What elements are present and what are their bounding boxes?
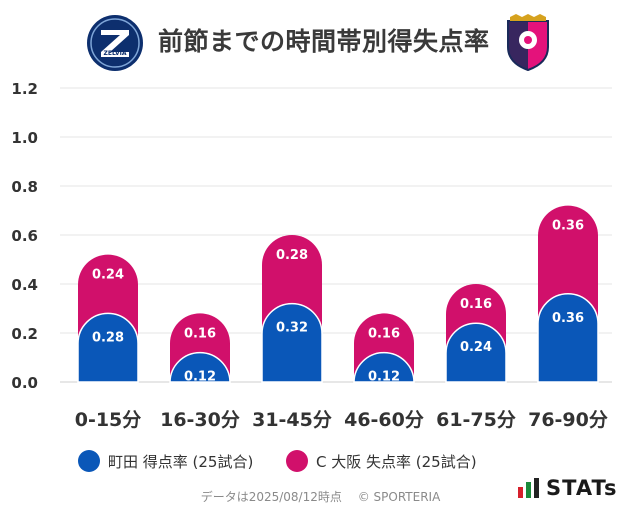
- footer: データは2025/08/12時点 © SPORTERIA: [0, 488, 641, 505]
- data-label-scored: 0.28: [92, 330, 124, 345]
- legend-swatch-blue: [78, 450, 100, 472]
- y-tick-label: 0.4: [11, 276, 38, 294]
- x-category-label: 61-75分: [436, 409, 516, 431]
- copyright: © SPORTERIA: [357, 490, 441, 504]
- stats-logo: STATs: [518, 476, 636, 500]
- legend-label-machida: 町田 得点率 (25試合): [108, 453, 254, 471]
- y-tick-label: 0.8: [11, 178, 38, 196]
- data-label-conceded: 0.24: [92, 268, 124, 283]
- bar-scored: [445, 322, 507, 383]
- data-label-conceded: 0.16: [368, 326, 400, 341]
- x-category-label: 46-60分: [344, 409, 424, 431]
- data-label-scored: 0.12: [368, 370, 400, 385]
- header: ZELVIA 前節までの時間帯別得失点率: [0, 0, 641, 80]
- zelvia-logo-icon: ZELVIA: [87, 15, 143, 71]
- legend-swatch-magenta: [286, 450, 308, 472]
- y-tick-label: 0.6: [11, 227, 38, 245]
- data-label-scored: 0.32: [276, 321, 308, 336]
- data-label-scored: 0.12: [184, 370, 216, 385]
- y-tick-label: 1.0: [11, 129, 38, 147]
- bar-scored: [537, 293, 599, 383]
- bar-scored: [77, 312, 139, 383]
- data-label-scored: 0.24: [460, 340, 492, 355]
- page-title: 前節までの時間帯別得失点率: [158, 27, 490, 56]
- data-label-conceded: 0.16: [460, 297, 492, 312]
- bar-scored: [353, 351, 415, 383]
- x-category-label: 76-90分: [528, 409, 608, 431]
- data-label-scored: 0.36: [552, 311, 584, 326]
- y-tick-label: 0.2: [11, 325, 38, 343]
- bar-chart: 0.0 0.2 0.4 0.6 0.8 1.0 1.2 0.28 0.24 0-15分 0.12 0.…: [11, 80, 612, 431]
- data-label-conceded: 0.28: [276, 248, 308, 263]
- bar-scored: [261, 302, 323, 383]
- y-tick-label: 1.2: [11, 80, 38, 98]
- cerezo-logo-icon: [507, 14, 549, 72]
- x-category-label: 0-15分: [75, 409, 142, 431]
- x-category-label: 16-30分: [160, 409, 240, 431]
- y-tick-label: 0.0: [11, 374, 38, 392]
- x-category-label: 31-45分: [252, 409, 332, 431]
- stats-bars-icon: [518, 478, 539, 498]
- legend-label-cosaka: C 大阪 失点率 (25試合): [316, 453, 477, 471]
- stats-brand-text: STATs: [546, 476, 618, 500]
- zelvia-logo-text: ZELVIA: [104, 50, 127, 57]
- data-date: データは2025/08/12時点: [200, 490, 342, 504]
- data-label-conceded: 0.16: [184, 326, 216, 341]
- data-label-conceded: 0.36: [552, 219, 584, 234]
- bar-scored: [169, 351, 231, 383]
